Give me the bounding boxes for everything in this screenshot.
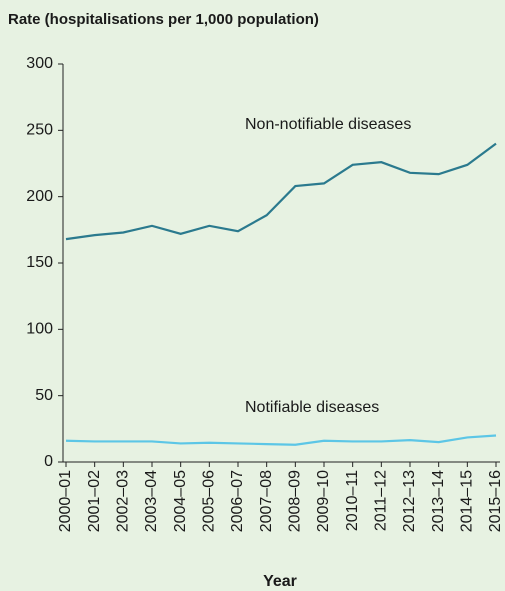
- x-tick-label: 2015–16: [487, 470, 504, 532]
- chart-title: Rate (hospitalisations per 1,000 populat…: [8, 11, 319, 28]
- x-tick-label: 2006–07: [229, 470, 246, 532]
- y-tick-label: 300: [26, 55, 53, 72]
- x-tick-label: 2003–04: [143, 470, 160, 532]
- x-tick-label: 2014–15: [459, 470, 476, 532]
- y-tick-label: 200: [26, 188, 53, 205]
- y-tick-label: 50: [35, 387, 53, 404]
- series-label: Notifiable diseases: [245, 399, 379, 416]
- y-tick-label: 100: [26, 321, 53, 338]
- series-label: Non-notifiable diseases: [245, 116, 411, 133]
- x-tick-label: 2002–03: [115, 470, 132, 532]
- x-tick-label: 2000–01: [57, 470, 74, 532]
- x-tick-label: 2001–02: [86, 470, 103, 532]
- x-tick-label: 2012–13: [401, 470, 418, 532]
- y-tick-label: 0: [44, 453, 53, 470]
- x-tick-label: 2007–08: [258, 470, 275, 532]
- series-line: [65, 142, 497, 241]
- y-tick-label: 250: [26, 122, 53, 139]
- y-tick-label: 150: [26, 254, 53, 271]
- x-tick-label: 2011–12: [373, 470, 390, 531]
- x-tick-label: 2004–05: [172, 470, 189, 532]
- x-tick-label: 2005–06: [201, 470, 218, 532]
- series-line: [65, 434, 497, 446]
- x-tick-label: 2008–09: [287, 470, 304, 532]
- x-tick-label: 2009–10: [315, 470, 332, 532]
- x-tick-label: 2013–14: [430, 470, 447, 532]
- x-axis-label: Year: [263, 573, 297, 590]
- x-tick-label: 2010–11: [344, 470, 361, 531]
